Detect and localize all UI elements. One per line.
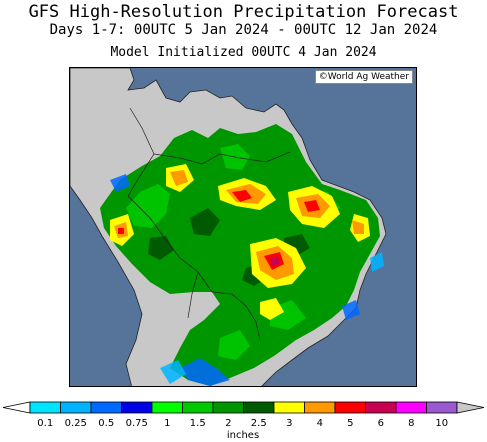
colorbar-cell	[90, 401, 122, 414]
colorbar-cell	[334, 401, 366, 414]
colorbar-tick-label: 10	[435, 418, 449, 429]
colorbar-cell	[182, 401, 214, 414]
colorbar-tick-label: 0.25	[64, 418, 87, 429]
colorbar	[2, 401, 485, 414]
colorbar-units: inches	[226, 430, 260, 441]
colorbar-cell	[60, 401, 92, 414]
colorbar-tick-label: 2	[225, 418, 232, 429]
colorbar-cell	[121, 401, 153, 414]
colorbar-over-arrow	[456, 401, 485, 414]
colorbar-cell	[273, 401, 305, 414]
precip-magenta	[270, 256, 280, 266]
colorbar-cell	[151, 401, 183, 414]
colorbar-tick-label: 5	[347, 418, 354, 429]
colorbar-tick-label: 0.1	[37, 418, 54, 429]
colorbar-tick-label: 4	[316, 418, 323, 429]
colorbar-cell	[304, 401, 336, 414]
copyright-label: ©World Ag Weather	[314, 70, 413, 84]
colorbar-under-arrow	[2, 401, 31, 414]
colorbar-cell	[426, 401, 458, 414]
colorbar-tick-label: 2.5	[250, 418, 267, 429]
precip-overlay	[100, 124, 384, 386]
precip-green-light	[126, 144, 340, 360]
map-title: GFS High-Resolution Precipitation Foreca…	[28, 2, 459, 22]
precip-cyan-dry-fringe	[160, 252, 384, 384]
colorbar-cell	[212, 401, 244, 414]
colorbar-tick-label: 0.5	[98, 418, 115, 429]
colorbar-tick-label: 0.75	[125, 418, 148, 429]
model-init-time: Model Initialized 00UTC 4 Jan 2024	[110, 45, 377, 60]
colorbar-cell	[243, 401, 275, 414]
colorbar-tick-label: 1	[164, 418, 171, 429]
colorbar-cells	[2, 401, 485, 414]
precipitation-map: ©World Ag Weather	[69, 67, 417, 387]
colorbar-cell	[29, 401, 61, 414]
map-canvas	[70, 68, 416, 386]
forecast-period: Days 1-7: 00UTC 5 Jan 2024 - 00UTC 12 Ja…	[49, 22, 438, 38]
colorbar-tick-label: 1.5	[189, 418, 206, 429]
colorbar-cell	[395, 401, 427, 414]
colorbar-tick-label: 6	[377, 418, 384, 429]
country-borders	[127, 107, 291, 341]
precip-orange	[114, 170, 364, 280]
colorbar-tick-label: 3	[286, 418, 293, 429]
colorbar-cell	[365, 401, 397, 414]
colorbar-tick-label: 8	[408, 418, 415, 429]
